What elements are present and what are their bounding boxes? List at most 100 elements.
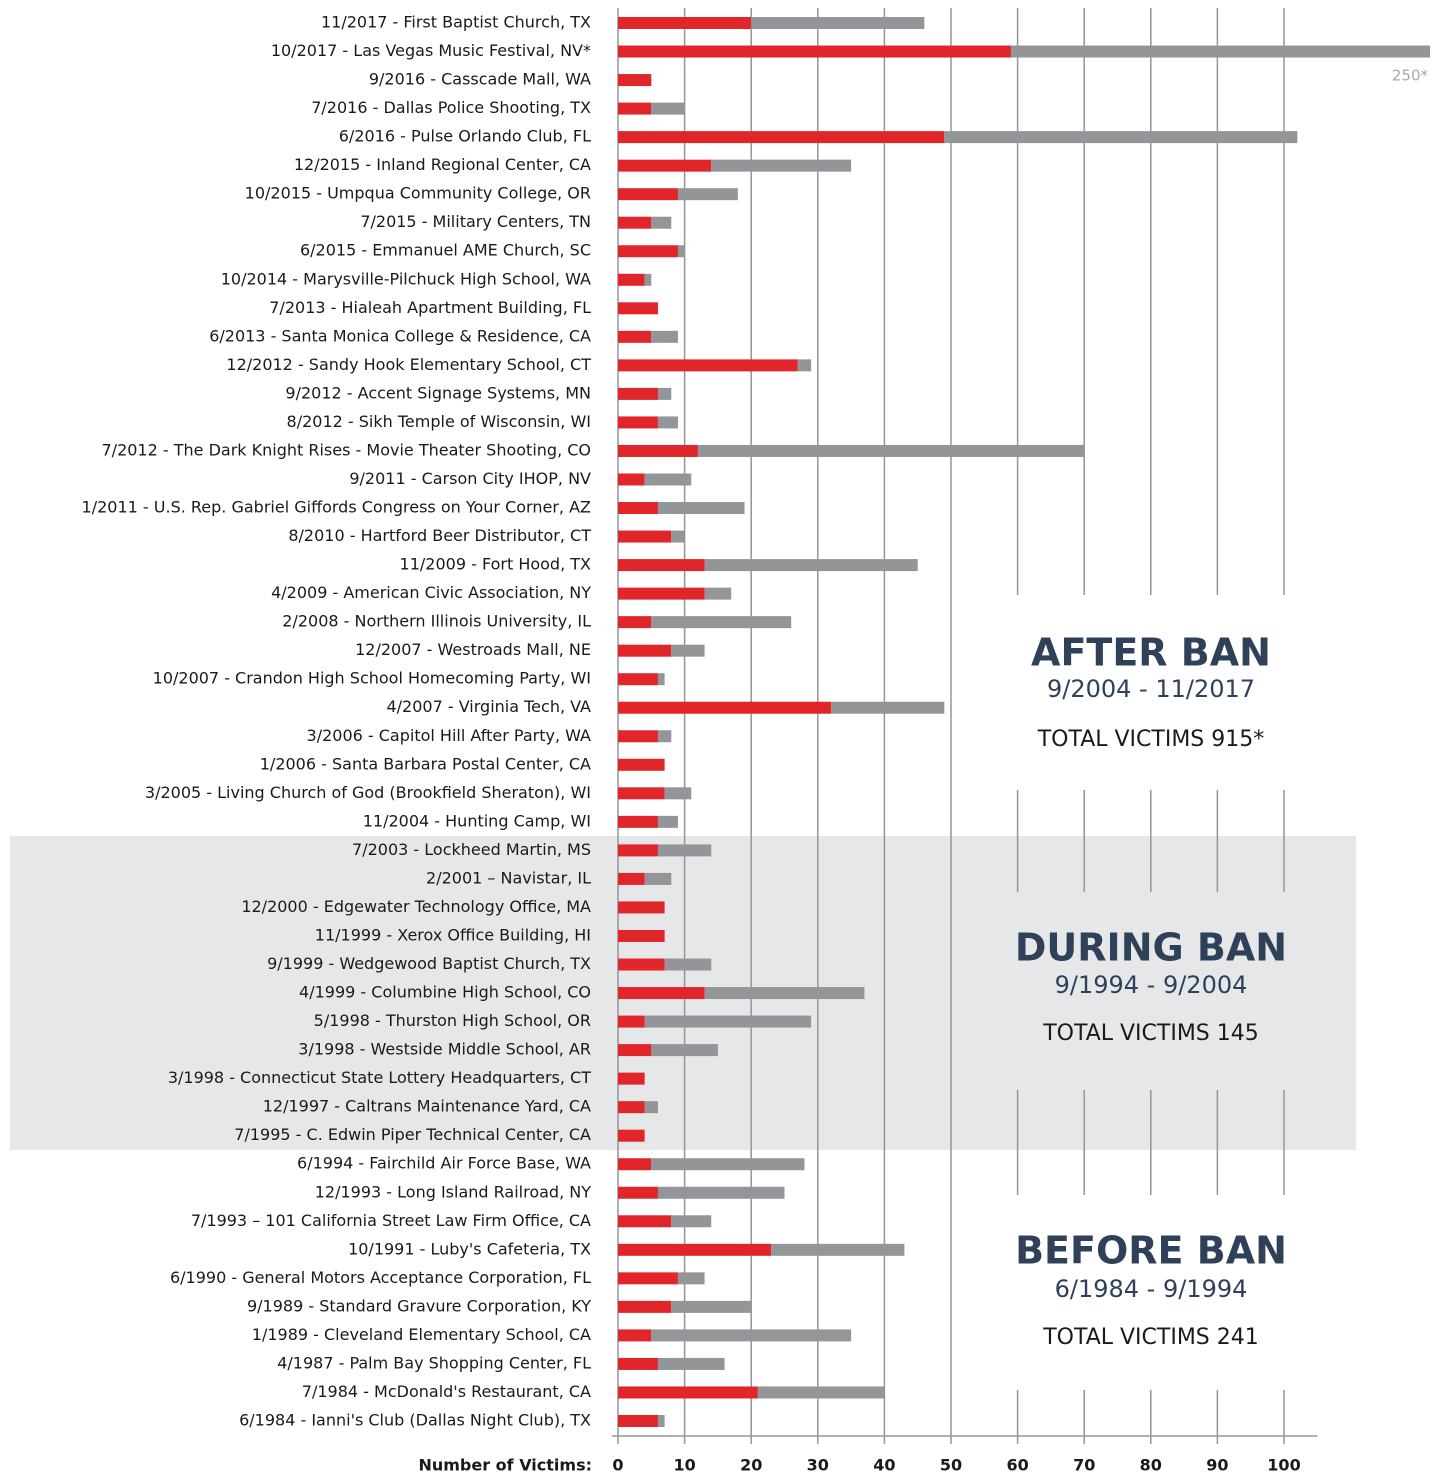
- row-label: 12/1993 - Long Island Railroad, NY: [315, 1182, 591, 1201]
- bar-segment: [651, 330, 678, 343]
- bar-segment: [944, 131, 1298, 144]
- bar-segment: [651, 1158, 805, 1171]
- row-label: 6/1984 - Ianni's Club (Dallas Night Club…: [239, 1411, 591, 1430]
- row-label: 12/2012 - Sandy Hook Elementary School, …: [226, 355, 591, 374]
- bar-segment: [677, 188, 738, 201]
- bar-segment: [651, 616, 792, 629]
- bar-segment: [677, 1272, 705, 1285]
- row-label: 6/2013 - Santa Monica College & Residenc…: [209, 326, 591, 345]
- bar-segment: [657, 815, 678, 828]
- row-label: 8/2012 - Sikh Temple of Wisconsin, WI: [287, 412, 591, 431]
- bar-segment: [618, 273, 645, 286]
- bar-segment: [618, 502, 658, 515]
- row-label: 7/2015 - Military Centers, TN: [360, 212, 591, 231]
- row-label: 9/1999 - Wedgewood Baptist Church, TX: [267, 954, 591, 973]
- period-title: BEFORE BAN: [1015, 1229, 1287, 1273]
- panel-cover: [1000, 892, 1305, 1090]
- bar-segment: [618, 1158, 652, 1171]
- row-label: 2/2001 – Navistar, IL: [426, 868, 591, 887]
- bar-segment: [618, 444, 698, 457]
- x-tick-label: 30: [807, 1456, 829, 1475]
- period-total: TOTAL VICTIMS 915*: [1037, 727, 1265, 752]
- period-total: TOTAL VICTIMS 241: [1042, 1325, 1259, 1350]
- bar-segment: [618, 131, 945, 144]
- bar-segment: [618, 17, 752, 29]
- x-tick-label: 90: [1206, 1456, 1228, 1475]
- row-label: 1/2011 - U.S. Rep. Gabriel Giffords Cong…: [82, 498, 592, 517]
- row-label: 6/2016 - Pulse Orlando Club, FL: [339, 127, 591, 146]
- period-dates: 9/2004 - 11/2017: [1047, 675, 1255, 703]
- row-label: 1/2006 - Santa Barbara Postal Center, CA: [260, 754, 591, 773]
- bar-segment: [618, 359, 798, 372]
- bar-segment: [657, 1186, 785, 1199]
- bar-segment: [644, 1101, 658, 1114]
- period-title: DURING BAN: [1015, 926, 1287, 970]
- row-label: 7/1984 - McDonald's Restaurant, CA: [302, 1382, 591, 1401]
- bar-segment: [618, 216, 652, 229]
- bar-segment: [657, 1415, 665, 1427]
- bar-segment: [671, 1300, 752, 1313]
- row-label: 4/2007 - Virginia Tech, VA: [386, 697, 591, 716]
- row-label: 10/2015 - Umpqua Community College, OR: [245, 184, 591, 203]
- bar-segment: [618, 1415, 658, 1427]
- bar-segment: [831, 701, 945, 714]
- bar-segment: [618, 872, 645, 885]
- bar-segment: [757, 1386, 885, 1399]
- row-label: 4/1999 - Columbine High School, CO: [299, 983, 591, 1002]
- bar-segment: [704, 587, 732, 600]
- row-label: 9/2016 - Casscade Mall, WA: [369, 70, 591, 89]
- row-label: 6/2015 - Emmanuel AME Church, SC: [300, 241, 591, 260]
- row-label: 1/1989 - Cleveland Elementary School, CA: [252, 1325, 591, 1344]
- x-tick-label: 60: [1006, 1456, 1028, 1475]
- bar-segment: [618, 1300, 672, 1313]
- x-tick-label: 40: [873, 1456, 895, 1475]
- bar-segment: [618, 45, 1011, 58]
- bar-segment: [651, 1044, 718, 1057]
- bar-segment: [657, 844, 712, 857]
- bar-segment: [618, 530, 672, 543]
- row-label: 11/1999 - Xerox Office Building, HI: [315, 925, 591, 944]
- bar-segment: [644, 872, 672, 885]
- row-label: 4/1987 - Palm Bay Shopping Center, FL: [277, 1353, 591, 1372]
- row-label: 7/1995 - C. Edwin Piper Technical Center…: [234, 1125, 591, 1144]
- row-label: 7/2013 - Hialeah Apartment Building, FL: [269, 298, 591, 317]
- bar-segment: [618, 159, 712, 172]
- row-label: 6/1990 - General Motors Acceptance Corpo…: [170, 1268, 591, 1287]
- bar-segment: [618, 102, 652, 115]
- bar-segment: [618, 416, 658, 429]
- bar-segment: [618, 74, 652, 87]
- bar-segment: [618, 987, 705, 1000]
- row-label: 8/2010 - Hartford Beer Distributor, CT: [288, 526, 591, 545]
- panel-cover: [1000, 595, 1305, 790]
- bar-segment: [618, 302, 658, 315]
- row-label: 12/1997 - Caltrans Maintenance Yard, CA: [263, 1097, 591, 1116]
- row-label: 12/2000 - Edgewater Technology Office, M…: [241, 897, 591, 916]
- bar-segment: [711, 159, 852, 172]
- annotation: 250*: [1392, 67, 1429, 85]
- bar-segment: [618, 1129, 645, 1142]
- row-label: 7/2016 - Dallas Police Shooting, TX: [311, 98, 591, 117]
- bar-segment: [618, 1243, 772, 1256]
- row-label: 7/2003 - Lockheed Martin, MS: [352, 840, 591, 859]
- bar-segment: [651, 102, 685, 115]
- row-label: 7/1993 – 101 California Street Law Firm …: [191, 1211, 591, 1230]
- bar-segment: [704, 987, 865, 1000]
- row-label: 4/2009 - American Civic Association, NY: [271, 583, 591, 602]
- bar-segment: [618, 1186, 658, 1199]
- bar-segment: [618, 245, 678, 258]
- bar-segment: [644, 1015, 812, 1028]
- bar-segment: [618, 701, 832, 714]
- row-label: 6/1994 - Fairchild Air Force Base, WA: [297, 1154, 591, 1173]
- bar-segment: [618, 844, 658, 857]
- row-label: 11/2009 - Fort Hood, TX: [400, 555, 591, 574]
- row-label: 12/2015 - Inland Regional Center, CA: [294, 155, 591, 174]
- x-tick-label: 50: [940, 1456, 962, 1475]
- bar-segment: [657, 502, 745, 515]
- row-label: 2/2008 - Northern Illinois University, I…: [282, 612, 591, 631]
- row-label: 5/1998 - Thurston High School, OR: [314, 1011, 591, 1030]
- bar-segment: [644, 273, 652, 286]
- bar-segment: [671, 1215, 712, 1228]
- period-dates: 9/1994 - 9/2004: [1055, 971, 1248, 999]
- bar-segment: [618, 958, 665, 971]
